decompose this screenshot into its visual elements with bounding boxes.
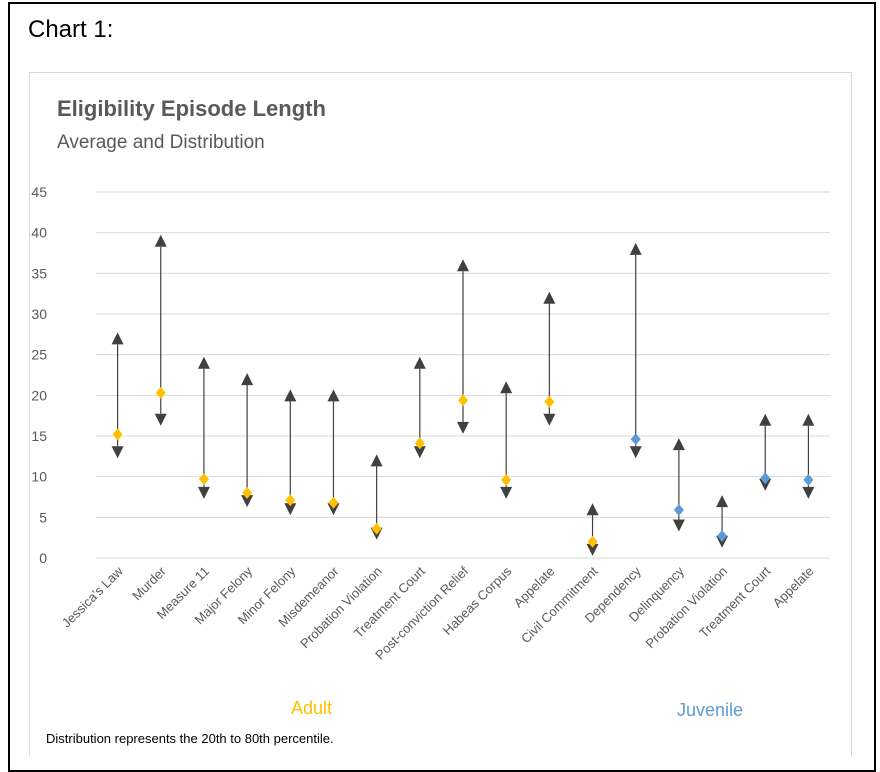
low-percentile-marker — [154, 413, 167, 426]
x-tick-label: Probation Violation — [643, 564, 731, 652]
high-percentile-marker — [457, 259, 469, 272]
high-percentile-marker — [500, 381, 513, 394]
low-percentile-marker — [111, 446, 124, 459]
low-percentile-marker — [241, 495, 254, 508]
low-percentile-marker — [672, 519, 685, 532]
high-percentile-marker — [716, 495, 729, 508]
x-tick-label: Appelate — [770, 564, 817, 611]
low-percentile-marker — [629, 446, 642, 459]
high-percentile-marker — [672, 438, 685, 451]
average-marker — [371, 522, 382, 535]
average-marker — [328, 496, 339, 509]
average-marker — [112, 428, 123, 441]
average-marker — [414, 437, 425, 450]
average-marker — [198, 473, 209, 486]
high-percentile-marker — [543, 291, 556, 304]
low-percentile-marker — [543, 413, 556, 426]
high-percentile-marker — [197, 356, 210, 369]
chart-area — [29, 72, 852, 756]
chart-title: Eligibility Episode Length — [57, 96, 326, 121]
high-percentile-marker — [111, 332, 124, 345]
low-percentile-marker — [284, 503, 297, 516]
average-marker — [155, 386, 166, 399]
average-marker — [544, 395, 555, 408]
average-marker — [630, 433, 641, 446]
x-tick-label: Civil Commitment — [518, 563, 601, 646]
chart-footnote: Distribution represents the 20th to 80th… — [46, 731, 334, 746]
average-marker — [242, 486, 253, 499]
low-percentile-marker — [457, 421, 469, 434]
high-percentile-marker — [327, 389, 340, 402]
y-tick-label: 30 — [31, 306, 47, 322]
high-percentile-marker — [586, 503, 599, 516]
group-label-adult: Adult — [291, 698, 333, 718]
low-percentile-marker — [413, 446, 426, 459]
y-tick-label: 0 — [39, 550, 47, 566]
x-tick-label: Murder — [129, 563, 169, 603]
average-marker — [501, 473, 512, 486]
y-tick-label: 5 — [39, 509, 47, 525]
y-tick-label: 20 — [31, 387, 47, 403]
low-percentile-marker — [586, 543, 599, 556]
average-marker — [673, 504, 684, 517]
average-marker — [285, 494, 296, 507]
average-marker — [587, 535, 598, 548]
high-percentile-marker — [284, 389, 297, 402]
chart-subtitle: Average and Distribution — [57, 132, 265, 153]
chart-heading: Chart 1: — [28, 16, 114, 43]
average-marker — [458, 394, 468, 407]
high-percentile-marker — [413, 356, 426, 369]
average-marker — [803, 473, 814, 486]
y-tick-label: 40 — [31, 225, 47, 241]
group-label-juvenile: Juvenile — [677, 700, 744, 720]
low-percentile-marker — [197, 486, 210, 499]
y-tick-label: 25 — [31, 347, 47, 363]
average-marker — [760, 472, 771, 485]
y-tick-label: 10 — [31, 469, 47, 485]
high-percentile-marker — [154, 234, 167, 247]
high-percentile-marker — [759, 413, 772, 426]
low-percentile-marker — [802, 486, 815, 499]
high-percentile-marker — [241, 373, 254, 386]
high-percentile-marker — [629, 242, 642, 255]
high-percentile-marker — [370, 454, 383, 467]
y-tick-label: 35 — [31, 265, 47, 281]
y-tick-label: 45 — [31, 184, 47, 200]
x-tick-label: Probation Violation — [297, 564, 385, 652]
low-percentile-marker — [327, 503, 340, 516]
low-percentile-marker — [500, 486, 513, 499]
x-tick-label: Jessica's Law — [59, 563, 126, 630]
low-percentile-marker — [759, 478, 772, 491]
high-percentile-marker — [802, 413, 815, 426]
y-tick-label: 15 — [31, 428, 47, 444]
average-marker — [717, 530, 728, 543]
